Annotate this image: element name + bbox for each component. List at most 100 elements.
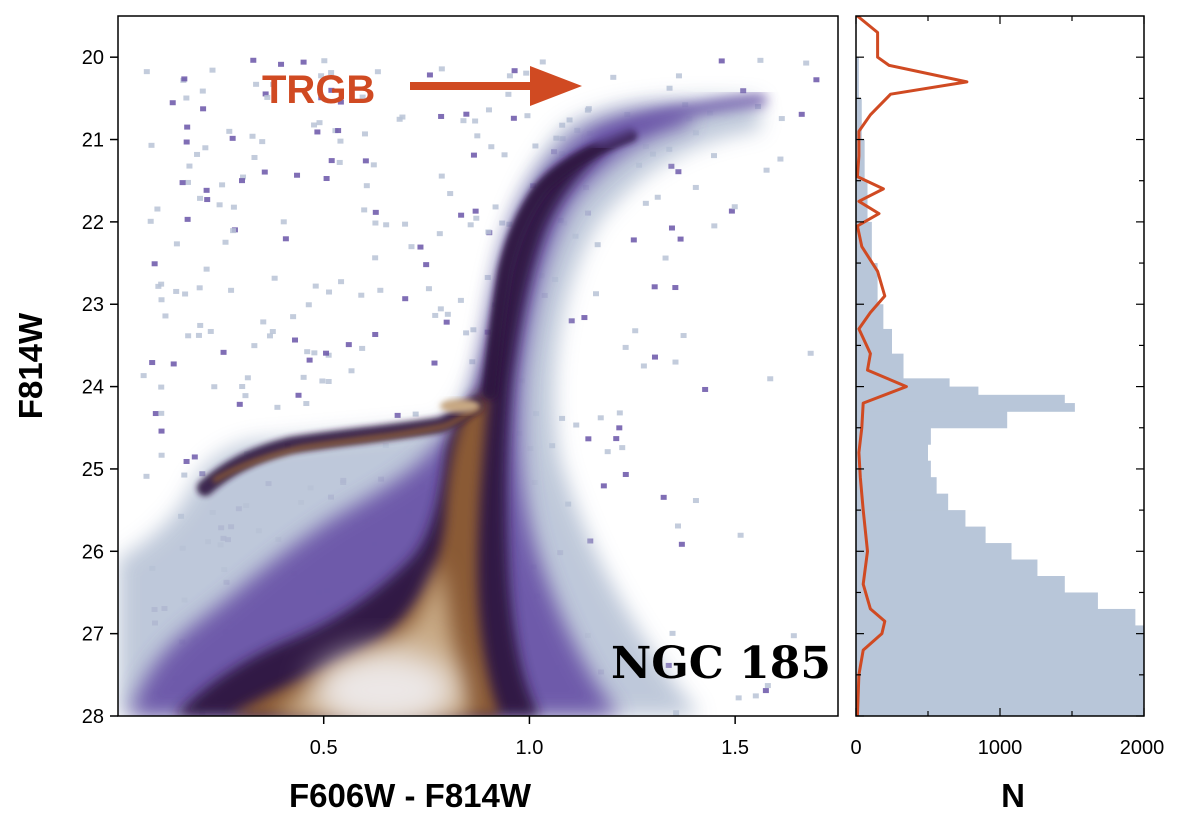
cmd-star <box>593 291 600 297</box>
cmd-star <box>337 138 344 144</box>
cmd-star <box>230 228 237 234</box>
cmd-star <box>672 359 679 365</box>
cmd-red-clump <box>440 399 480 413</box>
cmd-y-tick-label: 28 <box>82 706 104 728</box>
cmd-star <box>229 135 236 141</box>
cmd-x-ticks: 0.5 1.0 1.5 <box>310 716 749 759</box>
cmd-star <box>290 314 297 320</box>
histogram-bar <box>856 444 928 462</box>
cmd-star <box>244 375 251 381</box>
cmd-star <box>402 296 409 302</box>
cmd-star <box>559 415 566 421</box>
histogram-bar <box>856 98 862 141</box>
cmd-star <box>358 292 365 298</box>
cmd-star <box>594 242 601 248</box>
cmd-star <box>282 236 289 242</box>
cmd-star <box>220 349 227 355</box>
cmd-star <box>573 422 580 428</box>
cmd-star <box>158 281 165 287</box>
cmd-star <box>211 384 218 390</box>
histogram-y-ticks <box>856 56 1144 717</box>
cmd-star <box>216 202 223 208</box>
cmd-star <box>470 152 477 158</box>
cmd-y-tick-label: 22 <box>82 212 104 234</box>
histogram-x-tick-label: 1000 <box>978 737 1023 759</box>
cmd-star <box>377 287 384 293</box>
cmd-star <box>261 169 268 175</box>
cmd-turnoff-peak <box>313 650 457 716</box>
cmd-star <box>752 693 759 699</box>
cmd-star <box>423 262 430 268</box>
cmd-star <box>240 174 247 180</box>
cmd-star <box>251 154 258 160</box>
cmd-star <box>195 332 202 338</box>
cmd-star <box>597 415 604 421</box>
cmd-star <box>511 68 518 74</box>
cmd-star <box>222 239 229 245</box>
cmd-star <box>152 411 159 417</box>
cmd-star <box>326 289 333 295</box>
cmd-y-tick-label: 24 <box>82 377 104 399</box>
cmd-star <box>196 285 203 291</box>
cmd-star <box>665 662 672 668</box>
cmd-star <box>249 133 256 139</box>
cmd-x-tick-label: 0.5 <box>310 737 338 759</box>
cmd-star <box>316 120 323 126</box>
histogram-bar <box>856 394 1065 404</box>
cmd-star <box>363 183 370 189</box>
histogram-x-ticks: 0 1000 2000 <box>850 16 1164 759</box>
cmd-star <box>311 122 318 128</box>
cmd-star <box>203 187 210 193</box>
cmd-star <box>295 392 302 398</box>
cmd-star <box>668 225 675 231</box>
cmd-star <box>328 70 335 76</box>
cmd-star <box>711 223 718 229</box>
cmd-star <box>630 237 637 243</box>
cmd-star <box>474 133 481 139</box>
cmd-star <box>505 91 512 97</box>
cmd-star <box>262 91 269 97</box>
cmd-star <box>485 229 492 235</box>
cmd-star <box>207 328 214 334</box>
cmd-star <box>510 115 517 121</box>
cmd-star <box>226 128 233 134</box>
cmd-star <box>149 360 156 366</box>
histogram-bar <box>856 378 950 388</box>
cmd-star <box>436 231 443 237</box>
cmd-star <box>280 219 287 225</box>
cmd-star <box>718 58 725 64</box>
cmd-star <box>604 449 611 455</box>
cmd-star <box>669 630 676 636</box>
cmd-star <box>622 344 629 350</box>
cmd-star <box>654 194 661 200</box>
cmd-star <box>370 162 377 168</box>
histogram-bar <box>856 526 986 544</box>
cmd-star <box>305 302 312 308</box>
cmd-star <box>336 159 343 165</box>
cmd-star <box>185 333 192 339</box>
cmd-star <box>616 410 623 416</box>
cmd-star <box>651 284 658 290</box>
cmd-star <box>767 376 774 382</box>
cmd-star <box>737 532 744 538</box>
cmd-star <box>328 87 335 93</box>
cmd-star <box>311 350 318 356</box>
cmd-y-tick-label: 25 <box>82 459 104 481</box>
histogram-bar <box>856 625 1144 716</box>
histogram-bar <box>856 608 1136 626</box>
cmd-star <box>228 287 235 293</box>
histogram-bar <box>856 386 979 396</box>
cmd-star <box>304 349 311 355</box>
cmd-star <box>662 255 669 261</box>
cmd-star <box>539 59 546 65</box>
cmd-star <box>337 99 344 105</box>
cmd-star <box>151 261 158 267</box>
cmd-star <box>472 208 479 214</box>
cmd-star <box>622 471 629 477</box>
cmd-star <box>492 204 499 210</box>
cmd-star <box>559 122 566 128</box>
histogram-bar <box>856 460 931 478</box>
cmd-star <box>338 279 345 285</box>
cmd-star <box>807 350 814 356</box>
cmd-y-axis-title: F814W <box>12 312 49 419</box>
